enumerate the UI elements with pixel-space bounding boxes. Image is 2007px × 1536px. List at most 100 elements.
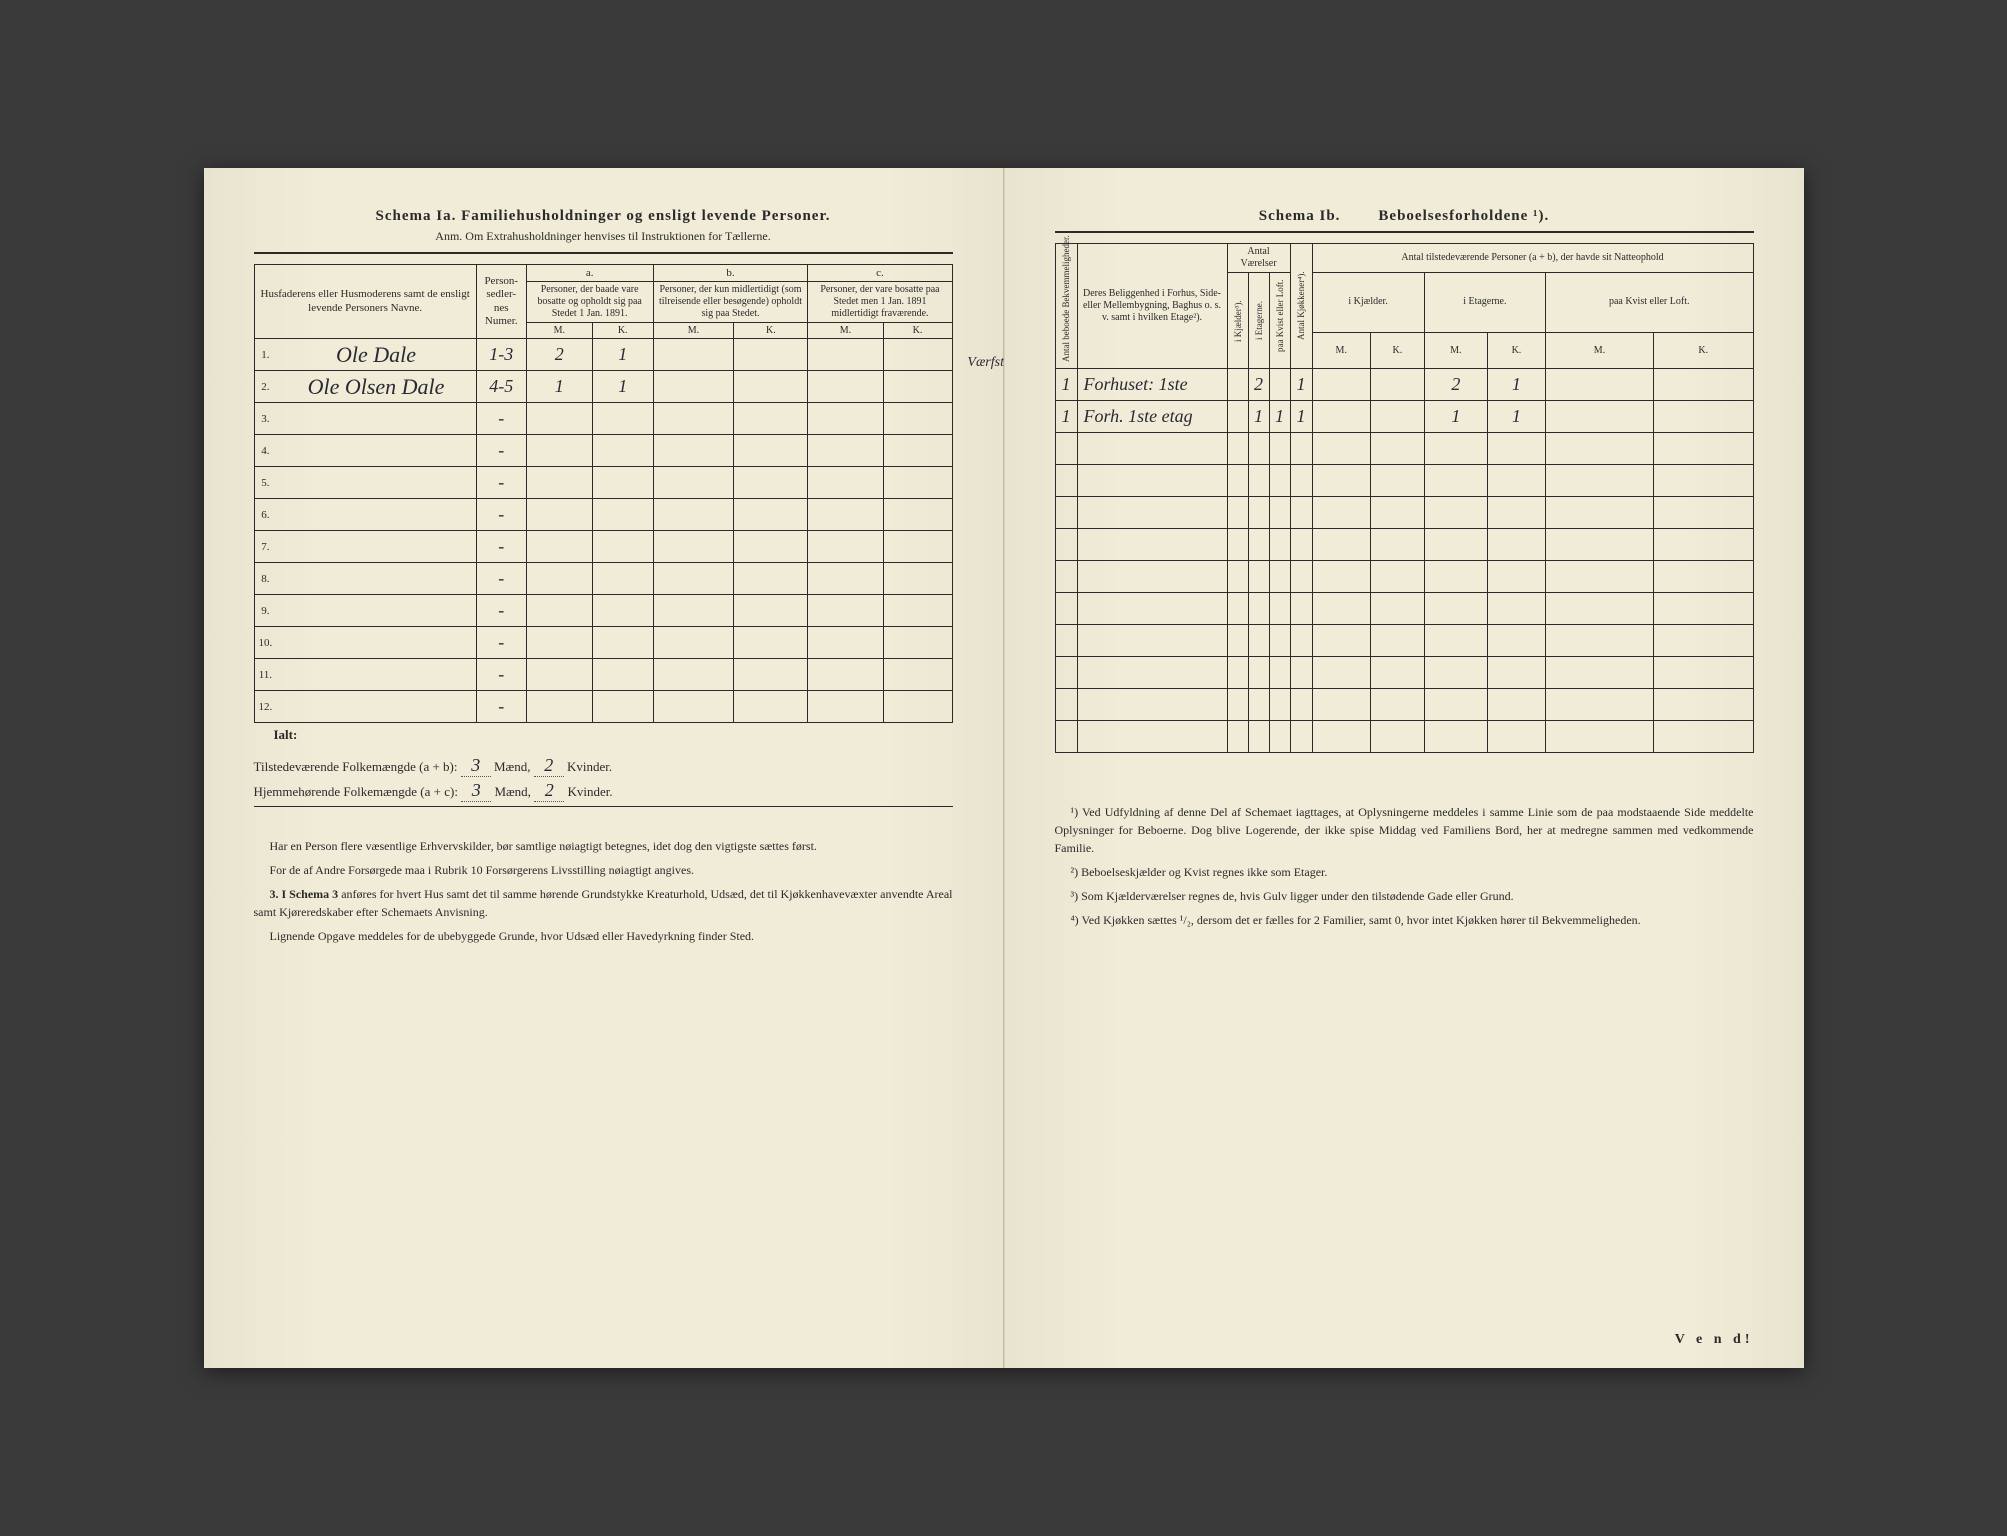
b-m bbox=[653, 467, 734, 499]
totals: Tilstedeværende Folkemængde (a + b): 3 M… bbox=[254, 755, 953, 802]
c-m bbox=[808, 435, 883, 467]
et bbox=[1248, 721, 1269, 753]
table-row: 1Forh. 1ste etag11111 bbox=[1055, 401, 1753, 433]
lk bbox=[1654, 369, 1753, 401]
c-k bbox=[883, 531, 952, 563]
kk: 1 bbox=[1290, 369, 1312, 401]
table-row: 4.- bbox=[254, 435, 952, 467]
tot1-a: Tilstedeværende Folkemængde (a + b): bbox=[254, 759, 458, 774]
left-subtitle: Anm. Om Extrahusholdninger henvises til … bbox=[254, 229, 953, 244]
c-m bbox=[808, 691, 883, 723]
et bbox=[1248, 593, 1269, 625]
kj bbox=[1227, 657, 1248, 689]
em bbox=[1424, 593, 1487, 625]
page-right: Schema Ib. Beboelsesforholdene ¹). Antal… bbox=[1004, 168, 1804, 1368]
pers-num: - bbox=[476, 659, 526, 691]
table-row: 8.- bbox=[254, 563, 952, 595]
ab bbox=[1055, 561, 1077, 593]
a-m bbox=[526, 563, 592, 595]
et bbox=[1248, 497, 1269, 529]
km bbox=[1312, 401, 1371, 433]
kj bbox=[1227, 529, 1248, 561]
lm bbox=[1545, 433, 1653, 465]
b-m bbox=[653, 595, 734, 627]
tot1-mid: Mænd, bbox=[494, 759, 530, 774]
et bbox=[1248, 625, 1269, 657]
lk bbox=[1654, 721, 1753, 753]
c-k bbox=[883, 403, 952, 435]
em bbox=[1424, 689, 1487, 721]
km bbox=[1312, 433, 1371, 465]
kk bbox=[1290, 465, 1312, 497]
table-row: 2.Ole Olsen Dale4-511do bbox=[254, 371, 952, 403]
a-m bbox=[526, 659, 592, 691]
row-num: 3. bbox=[254, 403, 276, 435]
kv bbox=[1269, 369, 1290, 401]
lk bbox=[1654, 433, 1753, 465]
lk bbox=[1654, 465, 1753, 497]
row-num: 5. bbox=[254, 467, 276, 499]
kj bbox=[1227, 369, 1248, 401]
em bbox=[1424, 561, 1487, 593]
table-row bbox=[1055, 561, 1753, 593]
a-m: 2 bbox=[526, 339, 592, 371]
a-k bbox=[592, 563, 653, 595]
kk2 bbox=[1371, 369, 1425, 401]
kj bbox=[1227, 465, 1248, 497]
em bbox=[1424, 625, 1487, 657]
c-m bbox=[808, 339, 883, 371]
lm bbox=[1545, 369, 1653, 401]
kk2 bbox=[1371, 561, 1425, 593]
h-vaer: Antal Værelser bbox=[1227, 244, 1290, 273]
kk2 bbox=[1371, 465, 1425, 497]
kk bbox=[1290, 529, 1312, 561]
b-k bbox=[734, 371, 808, 403]
a-m bbox=[526, 435, 592, 467]
pers-num: - bbox=[476, 691, 526, 723]
h-cm: M. bbox=[808, 323, 883, 339]
em bbox=[1424, 529, 1487, 561]
b-m bbox=[653, 691, 734, 723]
em bbox=[1424, 497, 1487, 529]
kk2 bbox=[1371, 433, 1425, 465]
name-cell: Ole Olsen Dale bbox=[276, 371, 476, 403]
et bbox=[1248, 689, 1269, 721]
row-num: 8. bbox=[254, 563, 276, 595]
et bbox=[1248, 529, 1269, 561]
foot-p3-body: anføres for hvert Hus samt det til samme… bbox=[254, 887, 953, 919]
name-cell: Ole Dale bbox=[276, 339, 476, 371]
ialt-label: Ialt: bbox=[274, 727, 953, 743]
b-k bbox=[734, 339, 808, 371]
km bbox=[1312, 497, 1371, 529]
table-row bbox=[1055, 721, 1753, 753]
lk bbox=[1654, 401, 1753, 433]
km bbox=[1312, 465, 1371, 497]
pers-num: 4-5 bbox=[476, 371, 526, 403]
kv bbox=[1269, 465, 1290, 497]
table-row: 9.- bbox=[254, 595, 952, 627]
a-k bbox=[592, 435, 653, 467]
ab bbox=[1055, 657, 1077, 689]
tot1-end: Kvinder. bbox=[567, 759, 612, 774]
foot-p3: 3. I Schema 3 anføres for hvert Hus samt… bbox=[254, 885, 953, 921]
lm bbox=[1545, 593, 1653, 625]
em bbox=[1424, 465, 1487, 497]
ek bbox=[1487, 689, 1545, 721]
divider bbox=[254, 252, 953, 254]
row-num: 9. bbox=[254, 595, 276, 627]
row-num: 12. bbox=[254, 691, 276, 723]
pers-num: - bbox=[476, 403, 526, 435]
kk bbox=[1290, 593, 1312, 625]
kk: 1 bbox=[1290, 401, 1312, 433]
bel bbox=[1077, 561, 1227, 593]
census-book: Schema Ia. Familiehusholdninger og ensli… bbox=[204, 168, 1804, 1368]
h-bk: K. bbox=[734, 323, 808, 339]
c-k bbox=[883, 435, 952, 467]
h-bekv: Antal beboede Bekvemmeligheder. bbox=[1060, 246, 1072, 366]
et: 2 bbox=[1248, 369, 1269, 401]
h-k: K. bbox=[1487, 332, 1545, 368]
divider bbox=[254, 806, 953, 807]
a-k bbox=[592, 659, 653, 691]
divider bbox=[1055, 231, 1754, 233]
b-m bbox=[653, 499, 734, 531]
